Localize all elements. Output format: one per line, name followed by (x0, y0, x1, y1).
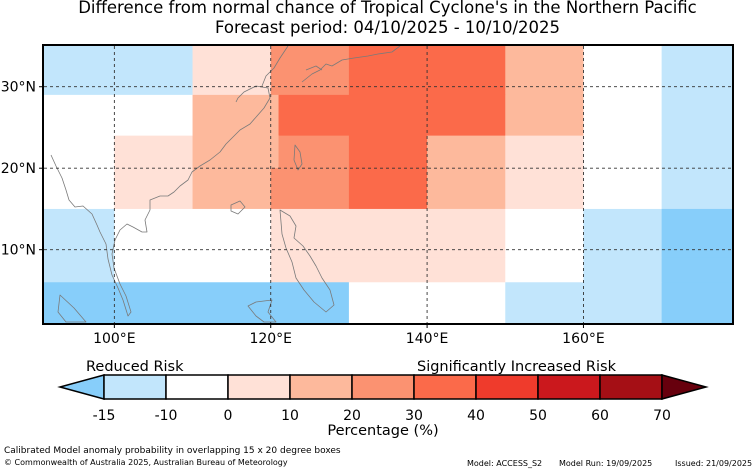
footer-issued: Issued: 21/09/2025 (675, 459, 753, 468)
anomaly-cell-17 (348, 135, 428, 169)
anomaly-cell-42 (661, 257, 733, 283)
anomaly-cell-21 (661, 135, 733, 169)
anomaly-cell-39 (270, 257, 506, 283)
anomaly-cell-24 (192, 168, 272, 210)
x-tick-label-0: 100°E (93, 331, 136, 347)
colorbar-low-extend-arrow (57, 374, 105, 400)
anomaly-cell-9 (278, 94, 506, 137)
coastline-taiwan (293, 144, 303, 171)
colorbar-tick-label-9: 70 (653, 408, 671, 424)
anomaly-cell-7 (44, 94, 194, 137)
anomaly-cell-29 (583, 168, 663, 210)
anomaly-cell-23 (114, 168, 194, 210)
anomaly-cell-0 (44, 46, 194, 96)
footer-model: Model: ACCESS_S2 (467, 459, 543, 468)
colorbar-bin-3 (227, 374, 291, 400)
reduced-risk-label: Reduced Risk (86, 359, 184, 375)
x-tick-label-2: 140°E (406, 331, 449, 347)
anomaly-cell-1 (192, 46, 272, 96)
anomaly-cell-10 (505, 94, 584, 137)
colorbar-tick-labels-layer: -15 -10 0 10 20 30 40 50 60 70 (93, 408, 671, 424)
anomaly-cell-37 (44, 257, 115, 283)
anomaly-cell-28 (505, 168, 584, 210)
anomaly-cell-32 (114, 208, 272, 259)
anomaly-cell-18 (427, 135, 506, 169)
anomaly-cell-16 (278, 135, 350, 169)
anomaly-cell-26 (348, 168, 428, 210)
anomaly-cell-19 (505, 135, 584, 169)
coastline-hainan (230, 200, 246, 215)
title-line-1: Difference from normal chance of Tropica… (78, 0, 697, 17)
y-tick-label-1: 20°N (1, 161, 36, 177)
anomaly-cell-15 (192, 135, 280, 169)
anomaly-cell-22 (44, 168, 115, 210)
colorbar-bin-5 (351, 374, 415, 400)
y-tick-labels-layer: 30°N 20°N 10°N (1, 80, 44, 259)
anomaly-cell-34 (505, 208, 584, 259)
colorbar-bin-7 (475, 374, 539, 400)
colorbar-tick-label-3: 10 (281, 408, 299, 424)
anomaly-cell-31 (44, 208, 115, 259)
anomaly-cell-2 (270, 46, 350, 96)
increased-risk-label: Significantly Increased Risk (417, 359, 617, 375)
anomaly-cell-36 (661, 208, 733, 259)
colorbar-tick-label-2: 0 (224, 408, 233, 424)
anomaly-cell-14 (114, 135, 194, 169)
coastline-borneo (247, 299, 277, 323)
coastline-sumatra (57, 294, 87, 323)
colorbar-tick-label-0: -15 (93, 408, 116, 424)
anomaly-cell-12 (661, 94, 733, 137)
anomaly-cell-25 (270, 168, 350, 210)
map-frame (42, 44, 734, 325)
coastline-korea (261, 45, 289, 87)
coastline-philippines (279, 209, 335, 313)
colorbar-bin-4 (289, 374, 353, 400)
anomaly-cell-41 (583, 257, 663, 283)
colorbar-tick-label-5: 30 (405, 408, 423, 424)
colorbar-tick-label-8: 60 (591, 408, 609, 424)
footer-copyright: © Commonwealth of Australia 2025, Austra… (4, 458, 288, 467)
colorbar-tick-label-7: 50 (529, 408, 547, 424)
y-tick-label-2: 10°N (1, 243, 36, 259)
x-tick-labels-layer: 100°E 120°E 140°E 160°E (93, 323, 605, 347)
y-tick-label-0: 30°N (1, 80, 36, 96)
coastline-asia-mainland (50, 85, 271, 317)
colorbar-high-extend-arrow (661, 374, 709, 400)
anomaly-cell-4 (505, 46, 584, 96)
x-tick-label-1: 120°E (249, 331, 292, 347)
anomaly-cell-20 (583, 135, 663, 169)
anomaly-cell-40 (505, 257, 584, 283)
colorbar-bin-9 (599, 374, 663, 400)
colorbar-bin-6 (413, 374, 477, 400)
colorbar-tick-label-1: -10 (155, 408, 178, 424)
anomaly-cell-11 (583, 94, 663, 137)
colorbar-bin-2 (165, 374, 229, 400)
colorbar-xlabel: Percentage (%) (327, 423, 438, 439)
anomaly-cells-layer (44, 46, 733, 324)
anomaly-cell-35 (583, 208, 663, 259)
colorbar-bin-8 (537, 374, 601, 400)
anomaly-cell-38 (114, 257, 272, 283)
x-tick-label-3: 160°E (562, 331, 605, 347)
anomaly-cell-30 (661, 168, 733, 210)
anomaly-cell-13 (44, 135, 115, 169)
coastline-layer (50, 45, 401, 323)
coastline-japan (301, 45, 401, 83)
colorbar-bin-1 (103, 374, 167, 400)
anomaly-cell-8 (192, 94, 280, 137)
anomaly-cell-43 (44, 282, 350, 324)
anomaly-cell-46 (661, 282, 733, 324)
anomaly-cell-6 (661, 46, 733, 96)
title-line-2: Forecast period: 04/10/2025 - 10/10/2025 (214, 18, 561, 37)
colorbar-tick-label-4: 20 (343, 408, 361, 424)
anomaly-cell-5 (583, 46, 663, 96)
colorbar-layer (57, 374, 709, 400)
footer-method-note: Calibrated Model anomaly probability in … (4, 446, 341, 456)
anomaly-cell-27 (427, 168, 506, 210)
gridlines-layer (44, 46, 732, 323)
colorbar-tick-label-6: 40 (467, 408, 485, 424)
footer-model-run: Model Run: 19/09/2025 (559, 459, 653, 468)
